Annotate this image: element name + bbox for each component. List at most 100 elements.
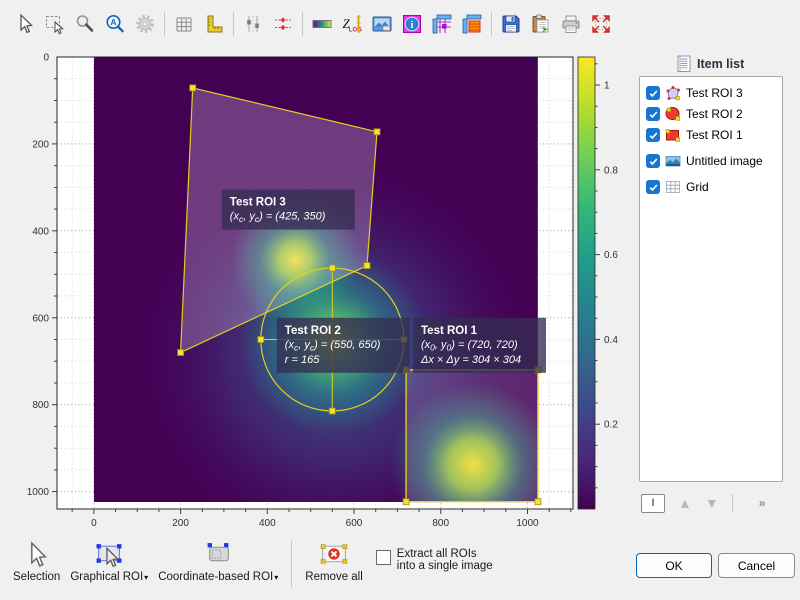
item-checkbox[interactable] — [646, 128, 660, 142]
list-item-label: Untitled image — [686, 154, 763, 168]
average-cross-section-button[interactable] — [458, 10, 486, 38]
more-tools-button[interactable]: » — [759, 496, 766, 510]
extract-rois-checkbox[interactable] — [376, 550, 391, 565]
colormap-button[interactable] — [308, 10, 336, 38]
image-info-button[interactable]: i — [398, 10, 426, 38]
svg-text:0.4: 0.4 — [604, 335, 618, 346]
save-button[interactable] — [497, 10, 525, 38]
auto-fit-button[interactable] — [587, 10, 615, 38]
list-item-label: Test ROI 1 — [686, 128, 743, 142]
ruler-icon — [203, 13, 225, 35]
svg-text:600: 600 — [346, 518, 363, 529]
zoom-fit-button[interactable]: A — [101, 10, 129, 38]
cross-section-button[interactable] — [428, 10, 456, 38]
check-icon — [648, 88, 659, 99]
check-icon — [648, 182, 659, 193]
zoom-fit-icon: A — [104, 13, 126, 35]
roi-handle[interactable] — [364, 263, 370, 269]
image-levels-button[interactable] — [368, 10, 396, 38]
pointer-select-button[interactable] — [11, 10, 39, 38]
move-up-button[interactable]: ▲ — [678, 496, 692, 510]
roi-toolbar-separator — [291, 541, 292, 587]
item-checkbox[interactable] — [646, 107, 660, 121]
roi-handle[interactable] — [403, 499, 409, 505]
extract-rois-label: Extract all ROIsinto a single image — [397, 548, 493, 573]
svg-text:0: 0 — [91, 518, 97, 529]
save-icon — [500, 13, 522, 35]
svg-text:(xc​, yc​) = (550, 650): (xc​, yc​) = (550, 650) — [285, 339, 381, 353]
list-item[interactable]: Test ROI 3 — [640, 83, 782, 103]
roi-handle[interactable] — [535, 499, 541, 505]
settings-button[interactable] — [131, 10, 159, 38]
rect-roi-icon — [665, 127, 681, 143]
item-list-icon — [676, 55, 692, 73]
toolbar-separator — [302, 12, 303, 36]
svg-text:400: 400 — [259, 518, 276, 529]
roi-handle[interactable] — [190, 85, 196, 91]
pointer-select-icon — [14, 13, 36, 35]
roi-handle[interactable] — [329, 408, 335, 414]
check-icon — [648, 156, 659, 167]
image-info-icon: i — [401, 13, 423, 35]
roi-handle[interactable] — [258, 337, 264, 343]
list-item[interactable]: Untitled image — [640, 151, 782, 171]
ok-button[interactable]: OK — [636, 553, 712, 578]
list-item-label: Grid — [686, 180, 709, 194]
svg-text:Test ROI 3: Test ROI 3 — [230, 197, 286, 209]
rectangle-zoom-button[interactable] — [41, 10, 69, 38]
ruler-button[interactable] — [200, 10, 228, 38]
svg-text:(x0​, y0​) = (720, 720): (x0​, y0​) = (720, 720) — [421, 339, 518, 353]
item-listbox[interactable]: Test ROI 3 Test ROI 2 Test ROI 1 Untitled i… — [639, 76, 783, 482]
image-plot[interactable]: Test ROI 1(x0​, y0​) = (720, 720)Δx × Δy… — [10, 48, 630, 540]
item-checkbox[interactable] — [646, 180, 660, 194]
copy-to-clipboard-button[interactable] — [527, 10, 555, 38]
auto-fit-icon — [590, 13, 612, 35]
settings-icon — [134, 13, 156, 35]
roi-label[interactable]: Test ROI 1(x0​, y0​) = (720, 720)Δx × Δy… — [413, 318, 546, 373]
top-toolbar: A ZLOG i — [10, 4, 616, 44]
dropdown-arrow-icon: ▾ — [144, 573, 148, 582]
roi-tool-label: Coordinate-based ROI▾ — [158, 571, 278, 583]
coordinate-based-roi-button[interactable]: Coordinate-based ROI▾ — [158, 538, 278, 583]
extract-rois-option[interactable]: Extract all ROIsinto a single image — [376, 548, 493, 573]
svg-text:200: 200 — [172, 518, 189, 529]
roi-handle[interactable] — [329, 265, 335, 271]
roi-label[interactable]: Test ROI 3(xc​, yc​) = (425, 350) — [222, 190, 355, 230]
svg-text:r = 165: r = 165 — [285, 354, 320, 366]
list-item-label: Test ROI 3 — [686, 86, 743, 100]
show-grid-button[interactable] — [170, 10, 198, 38]
graphical-roi-icon — [94, 541, 124, 568]
item-checkbox[interactable] — [646, 86, 660, 100]
toolbar-separator — [233, 12, 234, 36]
level-adjust-button[interactable] — [269, 10, 297, 38]
rectangle-zoom-icon — [44, 13, 66, 35]
list-item[interactable]: Test ROI 2 — [640, 104, 782, 124]
move-down-button[interactable]: ▼ — [705, 496, 719, 510]
cancel-button[interactable]: Cancel — [718, 553, 795, 578]
roi-rectangle[interactable] — [406, 370, 538, 502]
roi-label[interactable]: Test ROI 2(xc​, yc​) = (550, 650)r = 165 — [277, 318, 410, 373]
list-item[interactable]: Grid — [640, 177, 782, 197]
roi-handle[interactable] — [374, 129, 380, 135]
level-adjust-icon — [272, 13, 294, 35]
svg-text:0: 0 — [43, 53, 49, 64]
list-item[interactable]: Test ROI 1 — [640, 125, 782, 145]
roi-tool-label: Remove all — [305, 571, 363, 583]
item-parameters-button[interactable]: I — [641, 494, 665, 513]
cross-section-icon — [431, 13, 453, 35]
contrast-adjust-button[interactable] — [239, 10, 267, 38]
magnifier-button[interactable] — [71, 10, 99, 38]
item-checkbox[interactable] — [646, 154, 660, 168]
svg-text:Δx × Δy = 304 × 304: Δx × Δy = 304 × 304 — [420, 354, 521, 366]
z-log-scale-icon: ZLOG — [341, 13, 363, 35]
dropdown-arrow-icon: ▾ — [274, 573, 278, 582]
print-button[interactable] — [557, 10, 585, 38]
z-log-scale-button[interactable]: ZLOG — [338, 10, 366, 38]
graphical-roi-button[interactable]: Graphical ROI▾ — [70, 538, 148, 583]
list-item-label: Test ROI 2 — [686, 107, 743, 121]
colorbar[interactable]: 0.20.40.60.81 — [578, 57, 618, 509]
image-icon — [665, 153, 681, 169]
remove-all-button[interactable]: Remove all — [305, 538, 363, 583]
roi-handle[interactable] — [178, 350, 184, 356]
selection-tool-button[interactable]: Selection — [13, 538, 60, 583]
